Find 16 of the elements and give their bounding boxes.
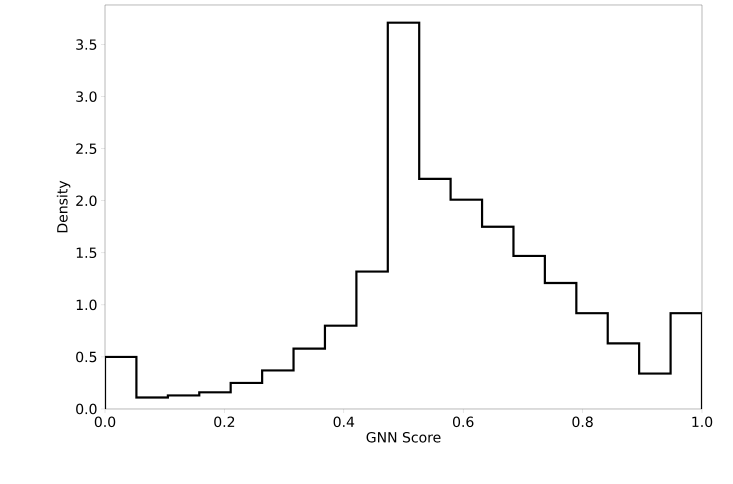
y-tick-label: 0.5 <box>76 352 96 362</box>
y-tick-label: 0.0 <box>76 404 97 414</box>
y-tick-label: 2.5 <box>76 143 96 154</box>
y-tick-label: 1.0 <box>76 300 97 310</box>
x-axis-title: GNN Score <box>366 432 440 443</box>
y-tick-label: 1.5 <box>76 248 96 258</box>
y-tick-label: 3.5 <box>76 39 96 50</box>
x-tick-label: 0.8 <box>572 416 593 428</box>
y-tick-label: 3.0 <box>76 91 97 102</box>
y-tick-label: 2.0 <box>76 195 97 206</box>
y-axis-title: Density <box>56 180 70 232</box>
x-tick-label: 0.0 <box>94 416 116 428</box>
x-tick-label: 0.4 <box>334 416 354 428</box>
x-tick-label: 0.2 <box>214 416 234 428</box>
x-tick-label: 0.6 <box>452 416 474 428</box>
x-tick-label: 1.0 <box>692 416 712 428</box>
